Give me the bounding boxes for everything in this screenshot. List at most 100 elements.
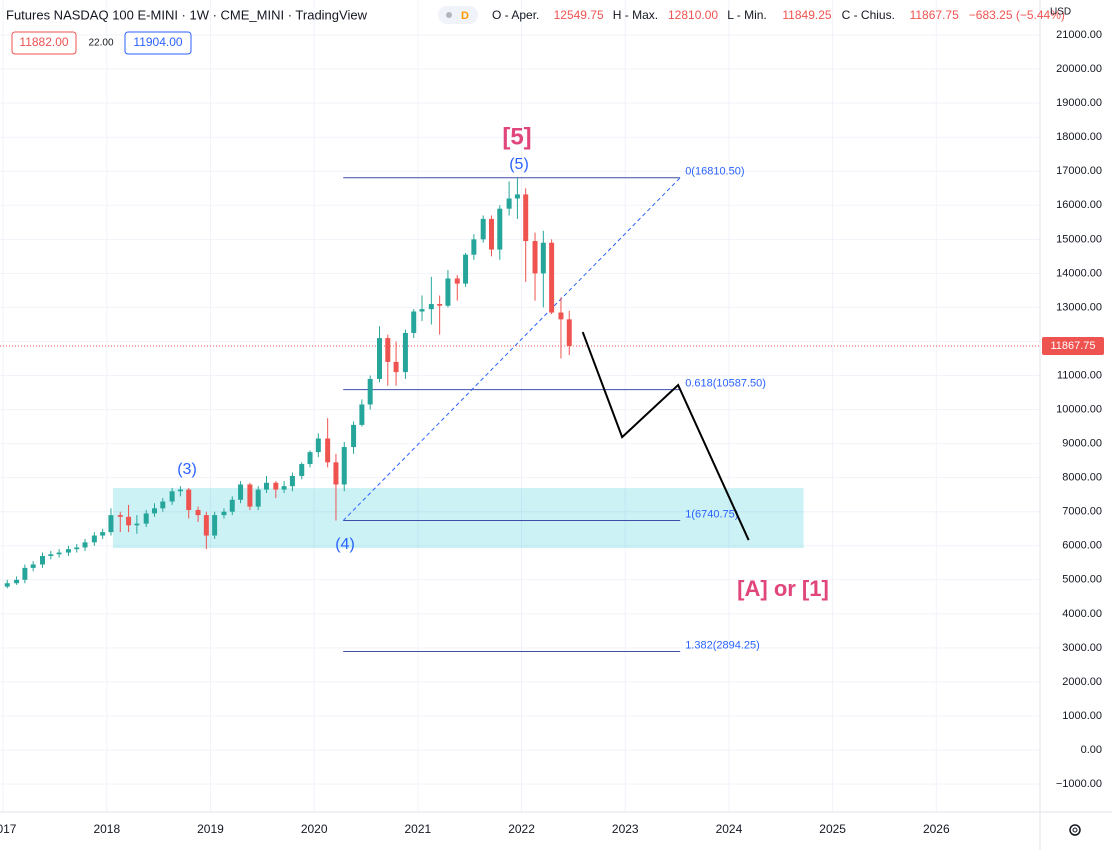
- candle-body: [221, 511, 227, 516]
- candle-body: [263, 482, 269, 490]
- ohlc-value: 12549.75: [554, 8, 604, 22]
- wave-label: [A] or [1]: [737, 576, 829, 601]
- candle-body: [488, 218, 494, 250]
- candle-body: [385, 338, 391, 362]
- x-tick-label: 2021: [405, 822, 432, 836]
- y-tick-label: 11000.00: [1057, 369, 1102, 381]
- badge: D: [461, 10, 469, 22]
- y-tick-label: 10000.00: [1056, 403, 1102, 415]
- candle-body: [169, 491, 175, 502]
- settings-icon[interactable]: [1069, 824, 1081, 836]
- fib-label: 0.618(10587.50): [685, 377, 766, 389]
- candle-body: [143, 513, 149, 524]
- gear: [1069, 824, 1081, 836]
- candle-body: [281, 486, 287, 490]
- candle-body: [40, 555, 46, 565]
- candle-body: [247, 484, 253, 507]
- candle-body: [540, 242, 546, 274]
- last-price-label: 11867.75: [1050, 340, 1095, 352]
- candle-body: [273, 482, 279, 490]
- candle-body: [4, 583, 10, 587]
- y-tick-label: 2000.00: [1062, 676, 1102, 688]
- x-tick-label: 2017: [0, 822, 17, 836]
- y-tick-label: 7000.00: [1062, 506, 1102, 518]
- x-tick-label: 2026: [923, 822, 950, 836]
- candle-body: [402, 332, 408, 373]
- wave-label: (3): [177, 461, 197, 478]
- candle-body: [212, 515, 218, 536]
- candle-body: [22, 567, 28, 580]
- candle-body: [558, 312, 564, 320]
- y-tick-label: 0.00: [1081, 744, 1102, 756]
- badge-bg[interactable]: [438, 6, 478, 24]
- candle-body: [186, 489, 192, 511]
- candle-body: [514, 194, 520, 199]
- ohlc-label: C - Chius.: [842, 8, 895, 22]
- candle-body: [30, 564, 36, 568]
- candle-body: [74, 547, 80, 550]
- ohlc-value: 11849.25: [782, 8, 831, 22]
- candle-body: [126, 516, 132, 526]
- candle-body: [549, 242, 555, 313]
- ask-box[interactable]: [124, 31, 192, 55]
- candle-body: [117, 515, 123, 517]
- candle-body: [377, 338, 383, 379]
- candle-body: [411, 311, 417, 333]
- x-tick-label: 2023: [612, 822, 639, 836]
- candle-body: [428, 304, 434, 310]
- wave-label: (5): [509, 156, 529, 173]
- candle-body: [82, 542, 88, 548]
- wave-label: (4): [335, 536, 355, 553]
- ohlc-change: −683.25 (−5.44%): [969, 8, 1065, 22]
- candle-body: [100, 532, 106, 536]
- bid-box[interactable]: [11, 31, 77, 55]
- ohlc-value: 11867.75: [910, 8, 959, 22]
- candle-body: [289, 475, 295, 487]
- y-tick-label: 3000.00: [1062, 642, 1102, 654]
- candle-body: [506, 198, 512, 209]
- candle-body: [351, 424, 357, 448]
- candle-body: [91, 535, 97, 543]
- ohlc-label: O - Aper.: [492, 8, 539, 22]
- candle-body: [229, 499, 235, 512]
- candle-body: [359, 404, 365, 425]
- candle-body: [393, 361, 399, 373]
- candle-body: [367, 378, 373, 405]
- y-tick-label: 16000.00: [1056, 199, 1102, 211]
- candle-body: [333, 462, 339, 485]
- x-tick-label: 2019: [197, 822, 224, 836]
- candle-body: [325, 438, 331, 463]
- x-tick-label: 2020: [301, 822, 328, 836]
- candle-body: [437, 304, 443, 306]
- target-zone: [113, 488, 804, 549]
- x-tick-label: 2024: [716, 822, 743, 836]
- candle-body: [419, 309, 425, 312]
- y-tick-label: 9000.00: [1062, 438, 1102, 450]
- spread: 22.00: [88, 38, 113, 49]
- candle-body: [160, 501, 166, 509]
- candle-body: [523, 194, 529, 242]
- fib-label: 1.382(2894.25): [685, 639, 760, 651]
- badge-dot: [446, 12, 452, 18]
- ohlc-label: L - Min.: [727, 8, 767, 22]
- trend-line: [342, 177, 681, 521]
- x-tick-label: 2018: [93, 822, 120, 836]
- candle-body: [255, 489, 261, 507]
- candle-body: [454, 278, 460, 284]
- y-tick-label: 18000.00: [1056, 131, 1102, 143]
- candle-body: [497, 208, 503, 250]
- y-tick-label: 6000.00: [1062, 540, 1102, 552]
- y-tick-label: 19000.00: [1056, 97, 1102, 109]
- candle-body: [238, 484, 244, 500]
- candle-body: [151, 508, 157, 514]
- plot-area: 0(16810.50) 0.618(10587.50) 1(6740.75) 1.38…: [0, 0, 1040, 812]
- candle-body: [195, 510, 201, 516]
- candle-body: [203, 515, 209, 536]
- candle-body: [177, 489, 183, 492]
- currency[interactable]: USD: [1050, 7, 1071, 18]
- y-tick-label: −1000.00: [1056, 778, 1102, 790]
- gear-center: [1072, 827, 1078, 833]
- y-tick-label: 13000.00: [1056, 301, 1102, 313]
- y-tick-label: 5000.00: [1062, 574, 1102, 586]
